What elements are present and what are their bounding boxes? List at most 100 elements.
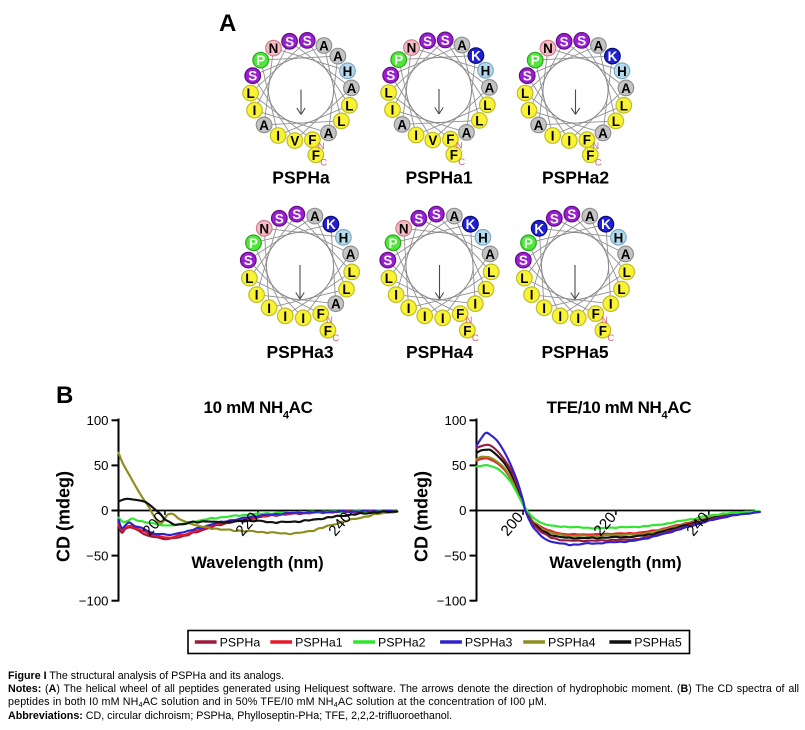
svg-text:L: L [482,282,490,297]
svg-text:I: I [527,103,531,118]
svg-text:50: 50 [452,458,467,473]
svg-text:Wavelength (nm): Wavelength (nm) [191,554,323,572]
svg-text:L: L [337,114,345,129]
svg-text:PSPHa3: PSPHa3 [465,636,513,650]
svg-text:I: I [283,309,287,324]
svg-text:−100: −100 [437,593,467,608]
svg-text:S: S [414,211,423,226]
svg-text:N: N [456,141,463,152]
svg-text:F: F [456,307,464,322]
svg-text:PSPHa5: PSPHa5 [634,636,682,650]
svg-text:S: S [248,69,257,84]
svg-text:10 mM NH4AC: 10 mM NH4AC [203,398,312,422]
svg-text:C: C [472,333,479,344]
svg-text:H: H [617,64,627,79]
svg-text:I: I [576,311,580,326]
svg-text:A: A [324,126,334,141]
svg-text:N: N [326,315,333,326]
svg-text:S: S [567,207,576,222]
svg-text:N: N [592,141,599,152]
svg-text:F: F [312,148,320,163]
svg-text:P: P [531,53,540,68]
svg-text:L: L [483,98,491,113]
svg-text:A: A [534,118,544,133]
svg-text:K: K [471,49,481,64]
svg-text:S: S [275,211,284,226]
svg-text:S: S [244,253,253,268]
svg-text:PSPHa4: PSPHa4 [406,342,473,362]
svg-text:A: A [594,39,604,54]
svg-text:C: C [595,158,602,169]
svg-text:F: F [599,323,607,338]
svg-text:A: A [319,39,329,54]
svg-text:Wavelength (nm): Wavelength (nm) [549,554,681,572]
svg-text:I: I [394,288,398,303]
svg-text:CD (mdeg): CD (mdeg) [412,471,432,562]
svg-text:N: N [318,141,325,152]
svg-text:V: V [428,133,437,148]
svg-text:50: 50 [94,458,109,473]
svg-text:S: S [292,207,301,222]
svg-text:I: I [441,311,445,326]
svg-text:L: L [623,265,631,280]
svg-text:V: V [290,134,299,149]
svg-text:PSPHa4: PSPHa4 [548,636,596,650]
svg-text:100: 100 [444,413,466,428]
svg-text:L: L [385,271,393,286]
svg-text:N: N [259,221,269,236]
svg-text:I: I [542,301,546,316]
svg-text:I: I [530,288,534,303]
svg-text:F: F [592,307,600,322]
svg-text:F: F [450,148,458,163]
svg-text:I: I [253,103,257,118]
svg-text:H: H [614,230,624,245]
svg-text:S: S [285,34,294,49]
svg-text:PSPHa1: PSPHa1 [405,168,472,188]
svg-text:L: L [247,86,255,101]
svg-text:A: A [621,247,631,262]
svg-text:P: P [524,236,533,251]
svg-text:I: I [423,309,427,324]
svg-text:N: N [466,315,473,326]
svg-text:L: L [348,265,356,280]
svg-text:TFE/10 mM NH4AC: TFE/10 mM NH4AC [547,398,692,422]
svg-text:A: A [485,247,495,262]
svg-text:K: K [601,217,611,232]
svg-text:I: I [255,288,259,303]
svg-text:S: S [386,68,395,83]
svg-text:100: 100 [86,413,108,428]
svg-text:K: K [534,221,544,236]
svg-text:N: N [399,221,409,236]
svg-text:S: S [432,207,441,222]
svg-text:−50: −50 [86,548,108,563]
svg-text:PSPHa5: PSPHa5 [541,342,608,362]
svg-text:PSPHa: PSPHa [220,636,261,650]
svg-text:S: S [550,211,559,226]
svg-text:PSPHa3: PSPHa3 [266,342,333,362]
svg-text:S: S [383,253,392,268]
svg-text:H: H [481,63,491,78]
svg-text:N: N [269,41,279,56]
svg-text:PSPHa2: PSPHa2 [542,168,609,188]
svg-text:C: C [458,157,465,168]
svg-text:PSPHa1: PSPHa1 [295,636,343,650]
svg-text:N: N [407,41,417,56]
svg-text:A: A [598,126,608,141]
svg-text:A: A [585,209,595,224]
svg-text:A: A [485,80,495,95]
svg-text:K: K [466,217,476,232]
svg-text:CD (mdeg): CD (mdeg) [54,471,74,562]
svg-text:A: A [219,10,236,37]
svg-text:PSPHa2: PSPHa2 [378,636,426,650]
svg-text:K: K [608,49,618,64]
svg-text:P: P [249,236,258,251]
svg-text:P: P [256,53,265,68]
svg-text:A: A [462,125,472,140]
svg-text:L: L [612,114,620,129]
svg-text:K: K [326,217,336,232]
svg-text:F: F [324,323,332,338]
svg-text:S: S [423,34,432,49]
svg-text:F: F [308,133,316,148]
svg-text:A: A [449,209,459,224]
svg-text:I: I [473,297,477,312]
